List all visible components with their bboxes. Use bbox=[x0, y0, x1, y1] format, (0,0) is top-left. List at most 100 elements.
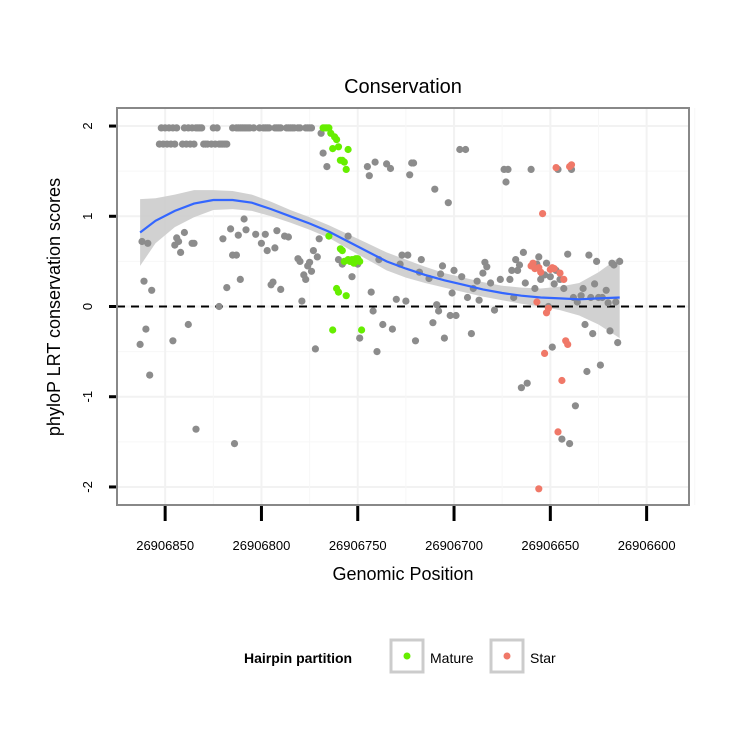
point-other bbox=[371, 158, 379, 166]
point-other bbox=[614, 339, 622, 347]
point-other bbox=[596, 361, 605, 369]
point-other bbox=[502, 178, 510, 186]
point-other bbox=[602, 286, 610, 294]
y-tick-label: 1 bbox=[80, 213, 95, 220]
point-other bbox=[558, 435, 566, 443]
point-other bbox=[546, 273, 554, 281]
point-other bbox=[240, 215, 248, 223]
point-mature bbox=[325, 232, 333, 240]
point-star bbox=[564, 340, 572, 348]
point-other bbox=[273, 227, 281, 235]
point-other bbox=[579, 284, 587, 293]
point-other bbox=[527, 165, 535, 173]
point-other bbox=[296, 124, 304, 132]
point-other bbox=[265, 124, 273, 132]
point-other bbox=[406, 171, 414, 179]
point-other bbox=[566, 440, 574, 448]
point-other bbox=[508, 266, 516, 274]
point-other bbox=[517, 384, 526, 392]
point-other bbox=[490, 306, 499, 314]
point-other bbox=[487, 279, 495, 287]
point-other bbox=[458, 273, 466, 281]
point-other bbox=[356, 334, 364, 342]
point-other bbox=[136, 340, 144, 348]
smooth-curve bbox=[139, 198, 620, 301]
point-other bbox=[319, 149, 327, 157]
point-star bbox=[529, 259, 537, 267]
point-other bbox=[323, 163, 331, 171]
point-other bbox=[515, 261, 524, 269]
point-other bbox=[616, 257, 624, 265]
x-axis-title: Genomic Position bbox=[332, 564, 473, 584]
point-other bbox=[242, 226, 250, 234]
point-other bbox=[140, 277, 148, 285]
point-other bbox=[564, 250, 572, 258]
point-other bbox=[483, 263, 491, 271]
point-other bbox=[433, 301, 441, 309]
point-other bbox=[215, 302, 223, 311]
point-other bbox=[177, 248, 185, 256]
point-other bbox=[269, 278, 277, 286]
point-other bbox=[583, 367, 591, 376]
point-star bbox=[560, 275, 568, 283]
point-other bbox=[392, 295, 400, 303]
x-tick-label: 26906650 bbox=[521, 538, 579, 553]
legend-title: Hairpin partition bbox=[244, 650, 352, 666]
point-star bbox=[567, 161, 576, 169]
data-points bbox=[136, 124, 624, 493]
y-axis: -2 -1 0 1 2 bbox=[80, 122, 116, 493]
point-other bbox=[142, 325, 150, 333]
point-other bbox=[535, 253, 543, 261]
point-other bbox=[198, 124, 206, 132]
point-other bbox=[232, 251, 240, 259]
point-star bbox=[552, 164, 560, 172]
point-other bbox=[402, 297, 410, 305]
y-tick-label: 0 bbox=[80, 303, 95, 310]
point-other bbox=[450, 266, 458, 274]
point-other bbox=[284, 233, 292, 241]
point-other bbox=[348, 273, 356, 281]
point-other bbox=[411, 337, 420, 345]
point-star bbox=[541, 349, 549, 357]
point-other bbox=[363, 163, 371, 171]
point-other bbox=[173, 124, 181, 132]
point-other bbox=[219, 235, 227, 243]
x-tick-label: 26906700 bbox=[425, 538, 483, 553]
point-other bbox=[311, 345, 319, 353]
point-other bbox=[302, 275, 310, 283]
point-other bbox=[612, 298, 620, 306]
point-mature bbox=[334, 143, 343, 151]
point-other bbox=[398, 251, 406, 259]
point-other bbox=[317, 129, 325, 137]
plot-panel-border bbox=[116, 107, 690, 506]
point-other bbox=[307, 267, 316, 275]
point-other bbox=[227, 225, 235, 233]
point-star bbox=[537, 268, 545, 276]
point-other bbox=[313, 253, 321, 261]
point-other bbox=[344, 232, 352, 240]
x-tick-label: 26906800 bbox=[233, 538, 291, 553]
point-other bbox=[589, 330, 597, 338]
point-other bbox=[190, 140, 198, 148]
point-other bbox=[307, 124, 316, 132]
point-other bbox=[386, 164, 395, 173]
x-tick-label: 26906600 bbox=[618, 538, 676, 553]
point-other bbox=[437, 270, 445, 278]
legend-label-mature: Mature bbox=[430, 650, 474, 666]
point-other bbox=[315, 235, 323, 243]
point-mature bbox=[340, 158, 348, 166]
point-other bbox=[593, 257, 601, 265]
point-other bbox=[587, 293, 595, 302]
point-other bbox=[309, 247, 317, 255]
point-other bbox=[296, 257, 304, 265]
point-other bbox=[175, 237, 183, 246]
point-other bbox=[531, 284, 539, 293]
point-other bbox=[512, 256, 520, 264]
point-star bbox=[554, 428, 562, 436]
point-other bbox=[523, 379, 531, 387]
point-mature bbox=[342, 292, 350, 300]
point-other bbox=[560, 284, 568, 293]
point-other bbox=[190, 239, 198, 247]
point-other bbox=[148, 286, 156, 294]
